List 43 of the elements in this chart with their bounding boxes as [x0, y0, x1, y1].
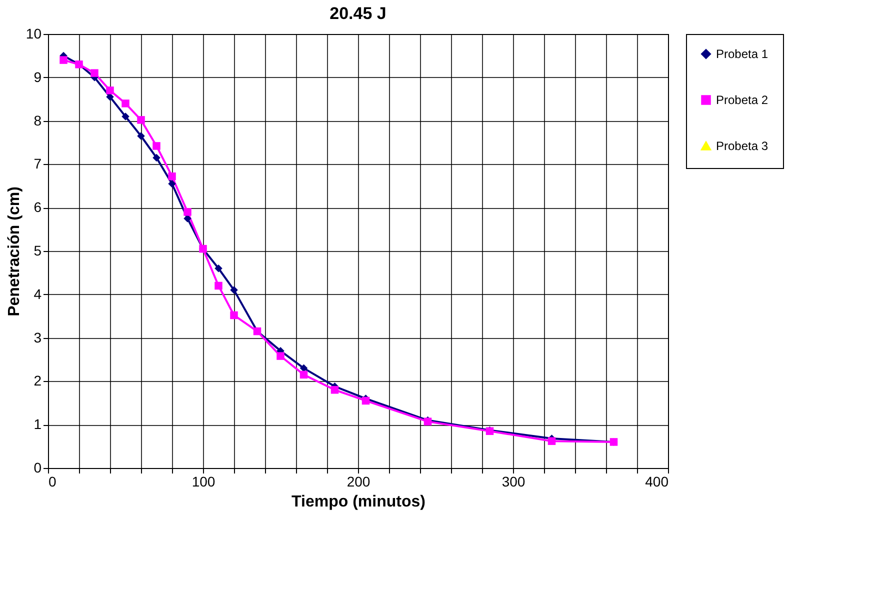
y-tick-label: 1: [34, 416, 42, 432]
point: [137, 132, 145, 140]
point: [60, 56, 68, 64]
y-tick-label: 3: [34, 329, 42, 346]
x-tick-label: 300: [502, 474, 526, 490]
y-tick-label: 0: [34, 460, 42, 476]
point: [276, 352, 284, 360]
x-tick-label: 400: [645, 474, 669, 490]
y-tick-label: 8: [34, 112, 42, 128]
legend-label: Probeta 3: [716, 139, 768, 153]
point: [214, 282, 222, 290]
point: [362, 396, 370, 405]
x-tick-label: 0: [48, 474, 56, 490]
point: [122, 112, 130, 120]
point: [168, 180, 176, 188]
point: [230, 311, 238, 320]
point: [330, 386, 339, 394]
y-tick-label: 9: [34, 68, 42, 85]
point: [300, 370, 308, 379]
point: [230, 286, 238, 294]
x-axis-title: Tiempo (minutos): [292, 494, 426, 510]
y-tick-label: 6: [34, 199, 42, 216]
point: [214, 264, 222, 272]
y-tick-label: 5: [34, 242, 42, 258]
point: [137, 116, 145, 124]
point: [548, 437, 556, 445]
legend-label: Probeta 2: [716, 93, 768, 107]
legend-label: Probeta 1: [716, 47, 768, 61]
y-tick-label: 10: [26, 26, 42, 42]
point: [152, 142, 160, 150]
y-tick-label: 2: [34, 372, 42, 389]
y-tick-label: 4: [34, 286, 42, 302]
x-tick-label: 100: [192, 474, 216, 490]
point: [106, 86, 114, 94]
point: [184, 208, 192, 216]
point: [168, 172, 176, 180]
point: [122, 100, 130, 108]
y-axis-title: Penetración (cm): [6, 186, 23, 316]
x-tick-label: 200: [346, 474, 370, 490]
point: [90, 69, 98, 77]
chart-title: 20.45 J: [330, 4, 386, 23]
y-tick-label: 7: [34, 156, 42, 172]
point: [152, 154, 160, 162]
